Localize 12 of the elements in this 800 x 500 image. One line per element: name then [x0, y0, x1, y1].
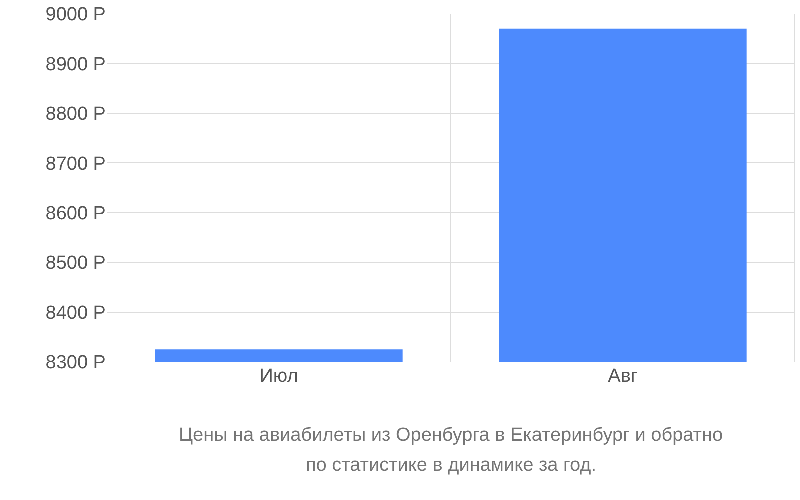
text: Цены на авиабилеты из Оренбурга в Екатеринбург и обратно — [179, 425, 724, 446]
y-tick-label: 8600 Р — [46, 204, 106, 225]
y-tick-label: 8300 Р — [46, 352, 106, 374]
x-tick-label: Июл — [260, 366, 298, 387]
y-tick-label: 8700 Р — [46, 154, 106, 175]
y-tick-label: 8900 Р — [46, 54, 106, 76]
y-tick-label: 8500 Р — [46, 253, 106, 274]
y-tick-label: 8400 Р — [46, 302, 106, 324]
text: по статистике в динамике за год. — [306, 455, 597, 476]
y-tick-label: 9000 Р — [46, 4, 106, 26]
y-tick-label: 8800 Р — [46, 104, 106, 126]
x-tick-label: Авг — [608, 366, 638, 387]
